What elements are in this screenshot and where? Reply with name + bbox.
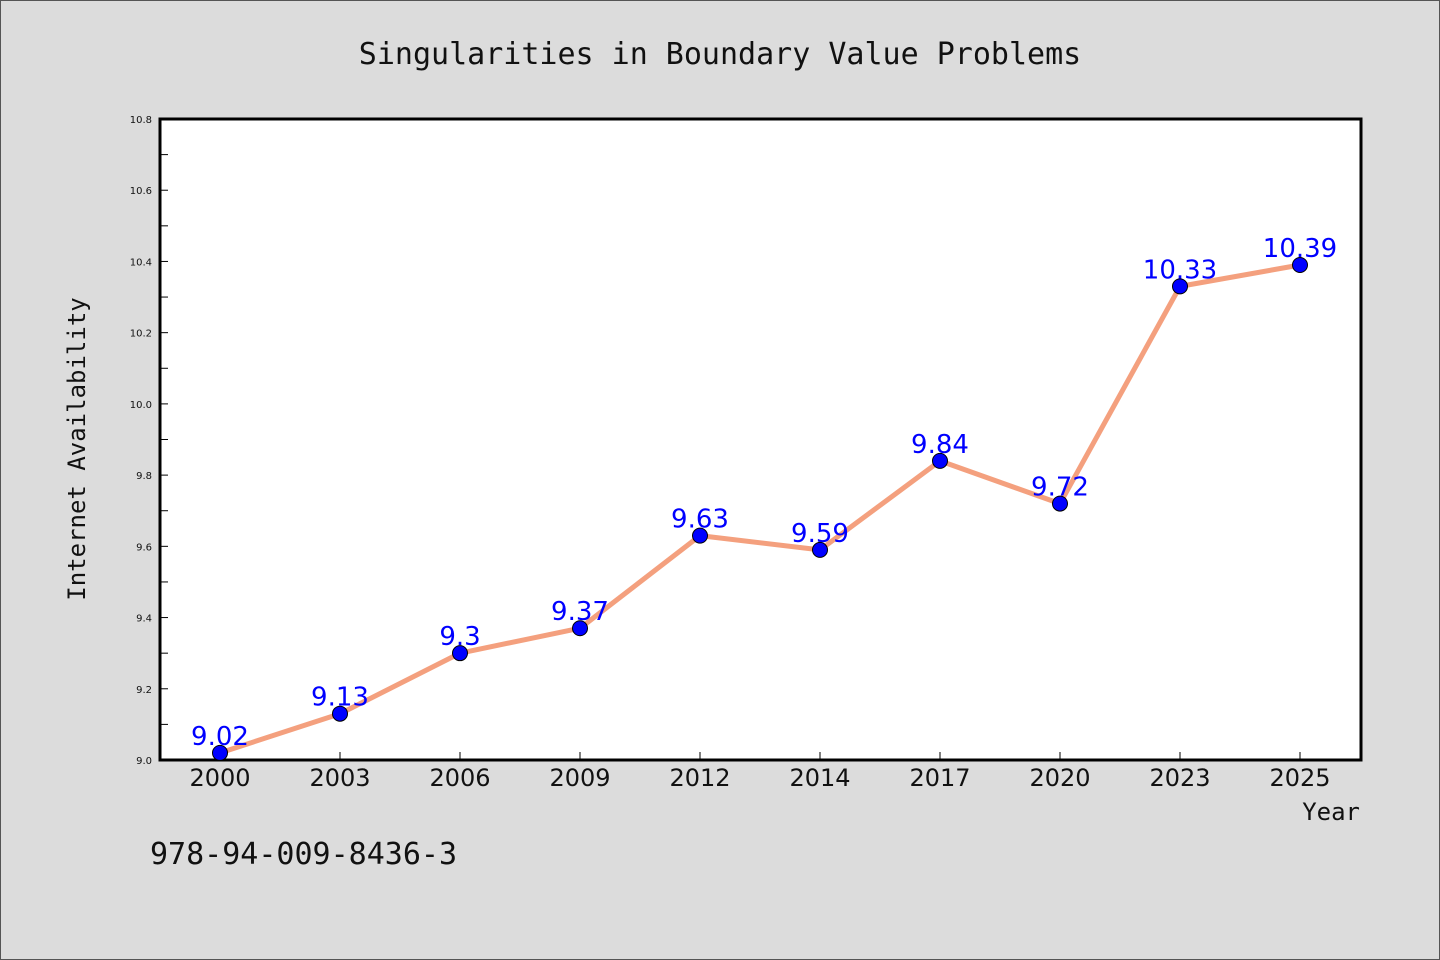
y-tick-label: 10.2 xyxy=(130,329,152,340)
data-label: 9.84 xyxy=(911,430,969,460)
x-tick-label: 2006 xyxy=(429,764,490,792)
y-tick-label: 10.8 xyxy=(130,115,152,126)
data-point xyxy=(812,541,828,558)
data-point xyxy=(1052,495,1068,512)
x-tick-label: 2014 xyxy=(789,764,850,792)
y-axis: 9.0 9.2 9.4 9.6 9.8 10.0 10.2 10.4 10.6 10.8 xyxy=(130,115,168,767)
data-point xyxy=(332,705,348,722)
data-label: 9.59 xyxy=(791,519,849,549)
isbn-text: 978-94-009-8436-3 xyxy=(150,837,457,872)
data-label: 9.72 xyxy=(1031,473,1089,503)
y-tick-label: 9.4 xyxy=(136,614,152,625)
x-axis-label: Year xyxy=(1302,798,1360,826)
x-tick-label: 2025 xyxy=(1269,764,1330,792)
x-tick-label: 2009 xyxy=(549,764,610,792)
chart-title: Singularities in Boundary Value Problems xyxy=(359,37,1081,72)
x-tick-label: 2017 xyxy=(909,764,970,792)
y-tick-label: 9.6 xyxy=(136,542,152,553)
y-tick-label: 10.0 xyxy=(130,400,152,411)
x-tick-label: 2020 xyxy=(1029,764,1090,792)
data-point xyxy=(1172,278,1188,295)
series: 9.02 9.13 9.3 9.37 9.63 9.59 9.84 9.72 10.33 10.3… xyxy=(191,234,1337,761)
x-axis: 2000 2003 2006 2009 2012 2014 2017 2020 2023 2025 xyxy=(189,752,1331,792)
y-tick-label: 9.2 xyxy=(136,685,152,696)
data-label: 10.39 xyxy=(1263,234,1337,264)
data-label: 9.02 xyxy=(191,722,249,752)
x-tick-label: 2000 xyxy=(189,764,250,792)
x-tick-label: 2003 xyxy=(309,764,370,792)
data-label: 9.63 xyxy=(671,505,729,535)
data-label: 10.33 xyxy=(1143,255,1217,285)
data-point xyxy=(1292,257,1308,274)
data-point xyxy=(932,452,948,469)
data-label: 9.13 xyxy=(311,683,369,713)
x-tick-label: 2023 xyxy=(1149,764,1210,792)
data-label: 9.37 xyxy=(551,597,609,627)
y-tick-label: 9.8 xyxy=(136,471,152,482)
data-point xyxy=(212,744,228,761)
plot-area xyxy=(158,117,1363,762)
data-label: 9.3 xyxy=(439,622,480,652)
data-point xyxy=(452,645,468,662)
y-tick-label: 10.4 xyxy=(130,257,152,268)
y-axis-label: Internet Availability xyxy=(63,297,91,600)
x-tick-label: 2012 xyxy=(669,764,730,792)
series-line xyxy=(219,262,1301,756)
data-point xyxy=(572,620,588,637)
data-point xyxy=(692,527,708,544)
y-tick-label: 10.6 xyxy=(130,186,152,197)
y-tick-label: 9.0 xyxy=(136,756,152,767)
